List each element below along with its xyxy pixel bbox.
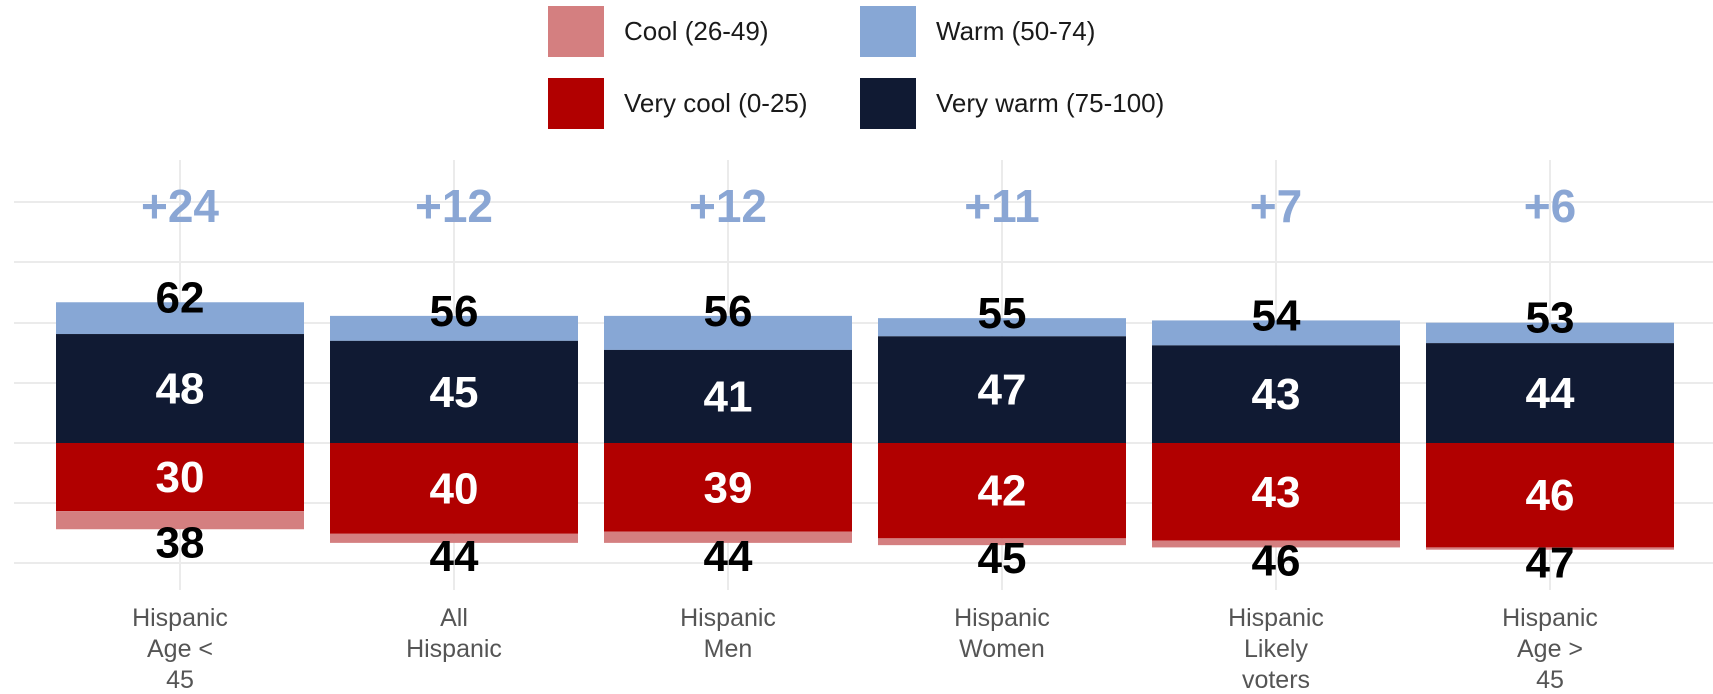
x-tick-line: Hispanic xyxy=(406,635,502,663)
very-cool-value-label: 42 xyxy=(978,467,1027,516)
net-label: +12 xyxy=(689,180,767,232)
x-tick-line: Hispanic xyxy=(1228,604,1324,632)
cool-total-label: 44 xyxy=(704,532,753,581)
warm-total-label: 56 xyxy=(430,287,479,336)
x-tick-line: voters xyxy=(1242,666,1310,694)
cool-total-label: 47 xyxy=(1526,539,1575,588)
cool-total-label: 38 xyxy=(156,518,205,567)
bar-warm xyxy=(330,315,578,341)
very-warm-value-label: 47 xyxy=(978,366,1027,415)
net-label: +24 xyxy=(141,180,219,232)
bar-cool xyxy=(878,538,1126,546)
bar-very-cool xyxy=(1152,443,1400,541)
warm-total-label: 55 xyxy=(978,289,1027,338)
very-cool-value-label: 30 xyxy=(156,453,205,502)
x-tick-line: 45 xyxy=(1536,666,1564,694)
warm-total-label: 62 xyxy=(156,273,205,322)
x-tick-label: Hispanic Women xyxy=(954,604,1050,663)
very-warm-value-label: 41 xyxy=(704,372,753,421)
x-tick-line: Age < xyxy=(147,635,213,663)
x-tick-line: Likely xyxy=(1244,635,1308,663)
very-cool-value-label: 39 xyxy=(704,463,753,512)
bar-cool xyxy=(56,511,304,530)
bar-very-warm xyxy=(56,334,304,443)
very-cool-value-label: 43 xyxy=(1252,468,1301,517)
bar-warm xyxy=(1152,320,1400,346)
bar-cool xyxy=(604,531,852,543)
bar-very-warm xyxy=(1426,343,1674,443)
bar-very-warm xyxy=(330,340,578,443)
labels: +24 62 48 30 38 +12 56 45 40 44 +12 56 41 39 44 +11 55 47… xyxy=(141,180,1576,588)
bar-cool xyxy=(1426,547,1674,550)
x-tick-line: Men xyxy=(704,635,753,663)
legend-swatch-very_warm xyxy=(860,78,916,129)
legend-label-very_cool: Very cool (0-25) xyxy=(624,88,808,118)
x-tick-line: Age > xyxy=(1517,635,1583,663)
net-label: +11 xyxy=(964,180,1040,232)
legend-swatch-cool xyxy=(548,6,604,57)
very-warm-value-label: 43 xyxy=(1252,370,1301,419)
x-tick-line: Hispanic xyxy=(954,604,1050,632)
x-tick-line: 45 xyxy=(166,666,194,694)
warm-total-label: 53 xyxy=(1526,294,1575,343)
legend-label-very_warm: Very warm (75-100) xyxy=(936,88,1164,118)
x-tick-line: Women xyxy=(959,635,1045,663)
bar-warm xyxy=(878,318,1126,337)
very-warm-value-label: 45 xyxy=(430,368,479,417)
x-tick-line: All xyxy=(440,604,468,632)
very-cool-value-label: 40 xyxy=(430,464,479,513)
legend-swatch-very_cool xyxy=(548,78,604,129)
very-warm-value-label: 48 xyxy=(156,365,205,414)
legend-label-cool: Cool (26-49) xyxy=(624,16,769,46)
bar-very-warm xyxy=(878,336,1126,443)
cool-total-label: 44 xyxy=(430,532,479,581)
net-label: +6 xyxy=(1524,180,1576,232)
very-warm-value-label: 44 xyxy=(1526,369,1575,418)
bar-very-warm xyxy=(604,349,852,443)
very-cool-value-label: 46 xyxy=(1526,471,1575,520)
legend-label-warm: Warm (50-74) xyxy=(936,16,1095,46)
bar-cool xyxy=(1152,540,1400,548)
x-tick-line: Hispanic xyxy=(132,604,228,632)
x-tick-label: Hispanic Age > 45 xyxy=(1502,604,1598,694)
bar-very-cool xyxy=(878,443,1126,539)
bars xyxy=(56,302,1674,550)
x-tick-label: Hispanic Men xyxy=(680,604,776,663)
bar-very-cool xyxy=(330,443,578,534)
x-tick-line: Hispanic xyxy=(1502,604,1598,632)
bar-cool xyxy=(330,533,578,543)
cool-total-label: 45 xyxy=(978,534,1027,583)
cool-total-label: 46 xyxy=(1252,536,1301,585)
x-tick-label: Hispanic Age < 45 xyxy=(132,604,228,694)
x-tick-label: Hispanic Likely voters xyxy=(1228,604,1324,694)
bar-very-cool xyxy=(1426,443,1674,548)
legend: Cool (26-49) Warm (50-74) Very cool (0-25)… xyxy=(548,6,1164,129)
bar-very-cool xyxy=(56,443,304,512)
warm-total-label: 54 xyxy=(1252,291,1301,340)
bar-warm xyxy=(1426,322,1674,344)
bar-warm xyxy=(56,302,304,335)
net-label: +7 xyxy=(1250,180,1302,232)
x-tick-label: All Hispanic xyxy=(406,604,502,663)
x-tick-line: Hispanic xyxy=(680,604,776,632)
bar-very-cool xyxy=(604,443,852,532)
warm-total-label: 56 xyxy=(704,287,753,336)
bar-warm xyxy=(604,315,852,350)
legend-swatch-warm xyxy=(860,6,916,57)
net-label: +12 xyxy=(415,180,493,232)
bar-very-warm xyxy=(1152,345,1400,443)
